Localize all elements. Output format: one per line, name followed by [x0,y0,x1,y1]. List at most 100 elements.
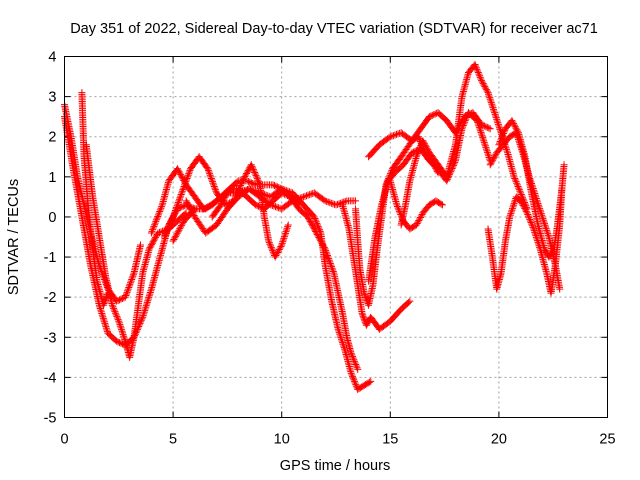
data-point [112,311,120,319]
data-point [307,219,315,227]
data-point [176,194,184,202]
data-point [252,201,260,209]
data-point [473,117,481,125]
data-point [360,289,368,297]
data-point [524,212,532,220]
data-point [491,109,499,117]
data-point [219,197,227,205]
data-point [278,241,286,249]
data-point [540,218,548,226]
data-point [162,230,170,238]
data-point [429,160,437,168]
data-point [515,184,523,192]
data-point [350,377,358,385]
data-point [535,203,543,211]
data-point [395,206,403,214]
data-point [522,207,530,215]
data-point [268,201,276,209]
data-point [179,186,187,194]
data-point [166,221,174,229]
data-point [126,280,134,288]
data-point [101,319,109,327]
data-point [351,359,359,367]
data-point [124,287,132,295]
data-point [543,226,551,234]
data-point [152,232,160,240]
data-point [498,134,506,142]
data-point [182,176,190,184]
data-point [480,81,488,89]
data-point [153,214,161,222]
data-point [210,181,218,189]
data-point [541,220,549,228]
data-point [102,294,110,302]
data-point [142,302,150,310]
data-point [160,233,168,241]
data-point [415,216,423,224]
y-tick-label: 2 [48,130,56,146]
data-point [533,198,541,206]
data-point [247,185,255,193]
data-point [254,176,262,184]
data-point [354,365,362,373]
data-point [113,337,121,345]
data-point [176,169,184,177]
data-point [206,170,214,178]
data-point [478,77,486,85]
data-point [150,236,158,244]
data-point [299,193,307,201]
data-point [351,379,359,387]
x-tick-label: 0 [60,432,68,448]
data-point [99,314,107,322]
data-point [222,192,230,200]
data-point [348,371,356,379]
data-point [265,239,273,247]
data-point [121,293,129,301]
data-point [186,204,194,212]
data-point [361,292,369,300]
data-point [163,227,171,235]
data-point [509,203,517,211]
data-point [258,189,266,197]
data-point [171,207,179,215]
data-point [335,327,343,335]
data-point [142,303,150,311]
data-point [139,313,147,321]
data-point [349,374,357,382]
data-point [512,124,520,132]
data-point [157,228,165,236]
data-point [316,236,324,244]
data-point [243,177,251,185]
data-point [506,213,514,221]
data-point [222,191,230,199]
data-point [414,218,422,226]
data-point [326,199,334,207]
data-point [140,310,148,318]
data-point [348,351,356,359]
data-point [125,284,133,292]
grid [64,56,608,418]
data-point [359,311,367,319]
data-point [144,297,152,305]
data-point [146,290,154,298]
data-point [489,155,497,163]
data-point [310,213,318,221]
data-point [112,309,120,317]
data-point [499,130,507,138]
data-point [125,282,133,290]
data-point [174,200,182,208]
data-marks [61,61,568,393]
data-point [501,126,509,134]
data-point [275,246,283,254]
data-point [474,118,482,126]
data-point [508,205,516,213]
data-point [339,339,347,347]
data-point [352,361,360,369]
data-point [413,219,421,227]
data-point [530,227,538,235]
data-point [332,201,340,209]
data-point [170,210,178,218]
data-point [157,204,165,212]
data-point [267,201,275,209]
